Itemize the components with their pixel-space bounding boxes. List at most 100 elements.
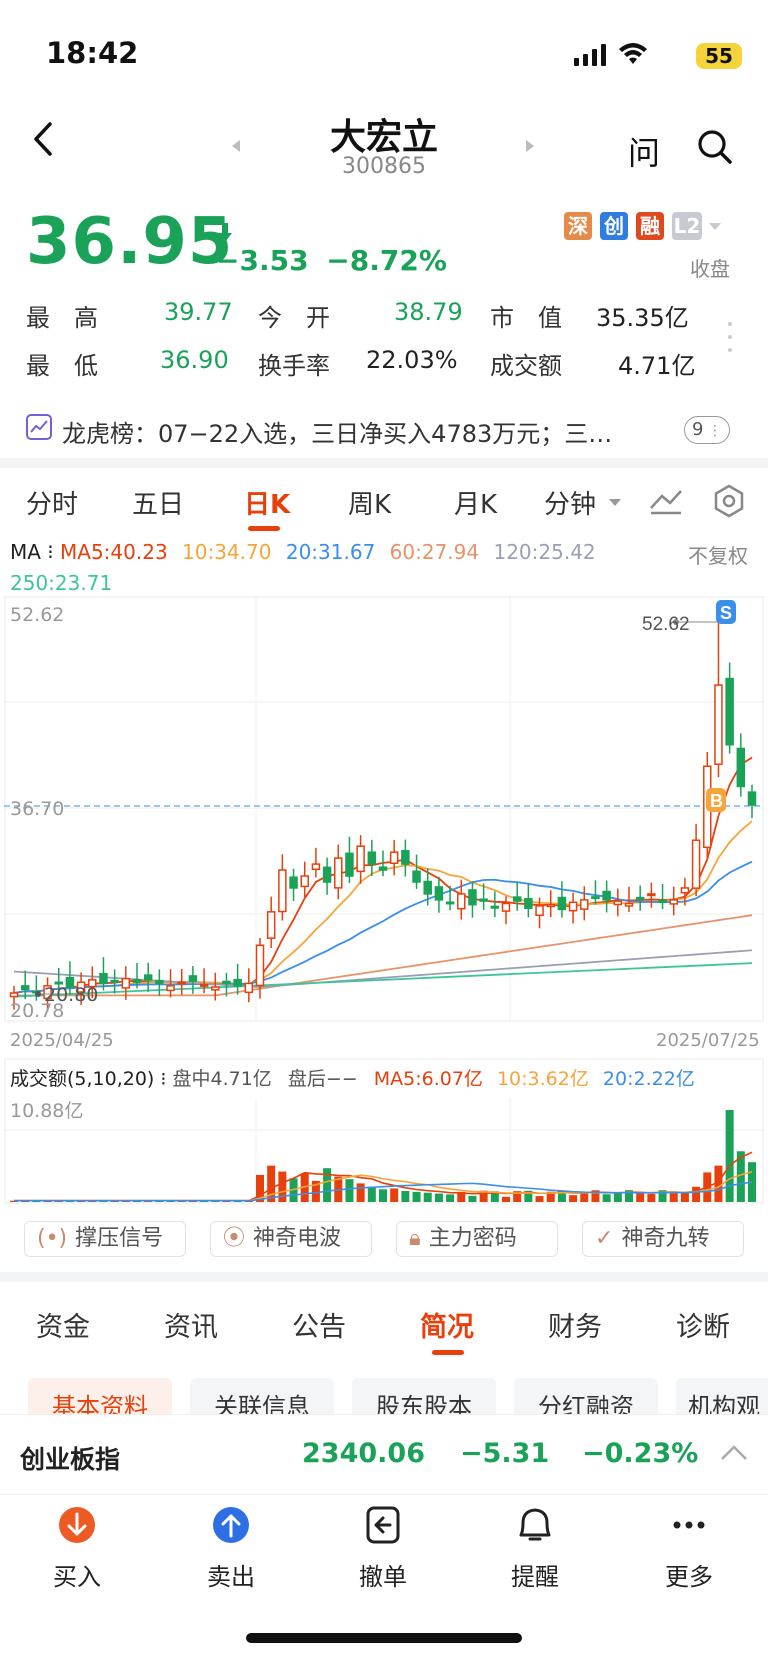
signal-magic-wave[interactable]: ⦿ 神奇电波 — [210, 1221, 372, 1257]
volume-bar — [345, 1179, 354, 1202]
candle-body — [602, 890, 611, 901]
signal-nine-turn[interactable]: ✓ 神奇九转 — [582, 1221, 744, 1257]
dragon-tiger-count-badge[interactable]: 9 ⋮ — [684, 416, 730, 444]
signal-icon — [574, 44, 606, 66]
tab-announcements[interactable]: 公告 — [292, 1312, 346, 1343]
high-value: 39.77 — [164, 298, 233, 326]
candle-body — [211, 986, 220, 991]
candle-body — [99, 972, 108, 985]
candle-body — [76, 981, 86, 993]
candle-body — [65, 976, 75, 988]
candle-body — [289, 876, 298, 889]
nav-buy[interactable]: 买入 — [53, 1563, 101, 1591]
signal-support-pressure[interactable]: (•) 撑压信号 — [24, 1221, 186, 1257]
nav-sell[interactable]: 卖出 — [207, 1563, 255, 1591]
signal-label: 神奇电波 — [253, 1226, 342, 1251]
volume-bar — [692, 1186, 701, 1202]
candle-body — [121, 977, 131, 989]
indicator-line-icon[interactable] — [648, 486, 684, 516]
badge-shen: 深 — [564, 212, 592, 240]
volume-bar — [300, 1173, 309, 1202]
volume-bar — [379, 1189, 387, 1202]
high-label: 最 高 — [26, 304, 98, 332]
tab-diagnosis[interactable]: 诊断 — [676, 1312, 730, 1343]
tab-minute[interactable]: 分钟 — [544, 490, 597, 520]
signal-main-code[interactable]: 🔒︎ 主力密码 — [396, 1221, 558, 1257]
sell-icon[interactable] — [186, 1505, 276, 1545]
turnover-label: 换手率 — [258, 352, 330, 380]
index-pct: −0.23% — [582, 1438, 699, 1469]
chevron-down-icon[interactable] — [708, 222, 722, 232]
nav-alert[interactable]: 提醒 — [511, 1563, 559, 1591]
tab-weekly-k[interactable]: 周K — [348, 490, 392, 520]
volume-intraday: 盘中4.71亿 — [172, 1068, 272, 1090]
tab-overview[interactable]: 简况 — [420, 1312, 474, 1343]
volume-bar — [535, 1196, 544, 1202]
candle-body — [412, 870, 421, 883]
tab-intraday[interactable]: 分时 — [26, 490, 79, 520]
candle-body — [311, 863, 321, 871]
ma10-line — [13, 820, 753, 994]
volume-bar — [278, 1171, 287, 1202]
dragon-tiger-text[interactable]: 龙虎榜：07−22入选，三日净买入4783万元；三… — [62, 420, 613, 448]
search-icon[interactable] — [696, 128, 734, 166]
index-bar[interactable] — [0, 1414, 768, 1494]
volume-bar — [569, 1195, 578, 1202]
cancel-order-icon[interactable] — [338, 1505, 428, 1545]
adjust-mode[interactable]: 不复权 — [688, 544, 748, 568]
minute-dropdown-icon[interactable] — [608, 498, 622, 508]
more-vertical-icon[interactable] — [726, 320, 734, 354]
tab-news[interactable]: 资讯 — [164, 1312, 218, 1343]
candle-body — [680, 887, 690, 894]
volume-bar — [490, 1191, 499, 1202]
volume-ma-lines — [14, 1151, 753, 1202]
kline-grid — [4, 596, 764, 1022]
volume-title: 成交额(5,10,20) — [10, 1068, 155, 1090]
ma-legend: MA ⁝ MA5:40.23 10:34.70 20:31.67 60:27.9… — [10, 540, 596, 564]
candle-body — [334, 857, 343, 889]
volume-bar — [446, 1194, 455, 1202]
candle-body — [501, 902, 511, 912]
volume-bar — [502, 1196, 510, 1202]
nav-more[interactable]: 更多 — [665, 1563, 713, 1591]
tab-financials[interactable]: 财务 — [548, 1312, 602, 1343]
candle-body — [647, 893, 656, 897]
volume-bar — [401, 1191, 410, 1202]
kline-chart[interactable]: 52.62 S B — [4, 596, 764, 1022]
more-icon[interactable] — [644, 1505, 734, 1545]
next-stock-icon[interactable] — [524, 138, 536, 154]
badge-l2[interactable]: L2 — [672, 212, 702, 240]
ask-button[interactable]: 问 — [628, 134, 661, 172]
ma250-value: 250:23.71 — [10, 571, 113, 595]
low-value: 36.90 — [160, 346, 229, 374]
candle-body — [524, 897, 533, 910]
amount-label: 成交额 — [490, 352, 562, 380]
candle-body — [188, 975, 198, 982]
ma60-value: 60:27.94 — [389, 540, 480, 564]
tab-funds[interactable]: 资金 — [36, 1312, 90, 1343]
tab-five-day[interactable]: 五日 — [132, 490, 185, 520]
ma5-value: MA5:40.23 — [60, 540, 168, 564]
volume-ma10: 10:3.62亿 — [496, 1068, 589, 1090]
candle-body — [736, 747, 746, 788]
prev-stock-icon[interactable] — [230, 138, 242, 154]
axis-bottom-label: 20.78 — [10, 1000, 65, 1022]
candle-body — [378, 866, 388, 871]
volume-bar — [434, 1193, 443, 1202]
chevron-up-icon[interactable] — [720, 1444, 748, 1462]
volume-ma20: 20:2.22亿 — [602, 1068, 695, 1090]
settings-hexagon-icon[interactable] — [712, 484, 746, 518]
nav-cancel-order[interactable]: 撤单 — [359, 1563, 407, 1591]
back-icon[interactable] — [28, 120, 56, 158]
tab-monthly-k[interactable]: 月K — [454, 490, 498, 520]
candle-body — [613, 900, 623, 906]
volume-bar — [591, 1190, 600, 1202]
volume-chart[interactable] — [4, 1058, 764, 1204]
price-change-group: −3.53 −8.72% — [216, 244, 447, 277]
volume-ma5: MA5:6.07亿 — [373, 1068, 483, 1090]
buy-icon[interactable] — [32, 1505, 122, 1545]
tab-daily-k[interactable]: 日K — [244, 490, 291, 520]
amount-value: 4.71亿 — [618, 352, 696, 380]
bell-icon[interactable] — [490, 1505, 580, 1545]
volume-bar — [513, 1191, 522, 1202]
